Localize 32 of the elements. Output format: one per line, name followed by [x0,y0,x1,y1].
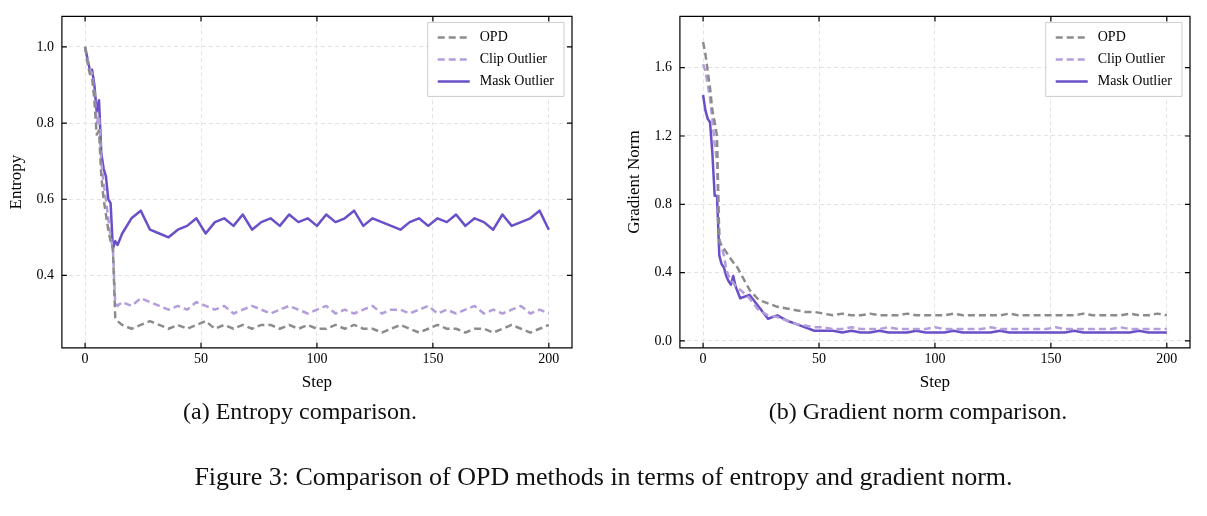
legend-label: Mask Outlier [1097,73,1173,89]
legend-label: OPD [479,29,508,45]
x-tick-label: 100 [924,350,946,366]
y-tick-label: 1.2 [654,127,672,143]
x-tick-label: 150 [422,350,444,366]
y-tick-label: 0.6 [36,190,54,206]
y-axis-title: Entropy [5,154,25,210]
text: (b) Gradient norm comparison. [767,398,1069,425]
y-tick-label: 1.6 [654,59,672,75]
legend-label: Clip Outlier [479,51,548,67]
x-tick-label: 200 [1156,350,1178,366]
y-tick-label: 0.0 [654,332,672,348]
y-axis-title: Gradient Norm [623,130,643,234]
x-tick-label: 150 [1040,350,1062,366]
x-axis-title: Step [919,372,951,392]
legend-label: Clip Outlier [1097,51,1166,67]
legend-label: Mask Outlier [479,73,555,89]
text: (a) Entropy comparison. [182,398,418,425]
y-tick-label: 1.0 [36,38,54,54]
legend-label: OPD [1097,29,1126,45]
y-tick-label: 0.4 [36,267,54,283]
x-tick-label: 200 [538,350,560,366]
y-tick-label: 0.4 [654,264,672,280]
x-tick-label: 50 [812,350,827,366]
x-axis-title: Step [301,372,333,392]
y-tick-label: 0.8 [654,195,672,211]
caption: Figure 3: Comparison of OPD methods in terms of entropy and gradient norm. [193,462,1014,492]
x-tick-label: 0 [81,350,89,366]
x-tick-label: 100 [306,350,328,366]
y-tick-label: 0.8 [36,114,54,130]
x-tick-label: 50 [194,350,209,366]
x-tick-label: 0 [699,350,707,366]
